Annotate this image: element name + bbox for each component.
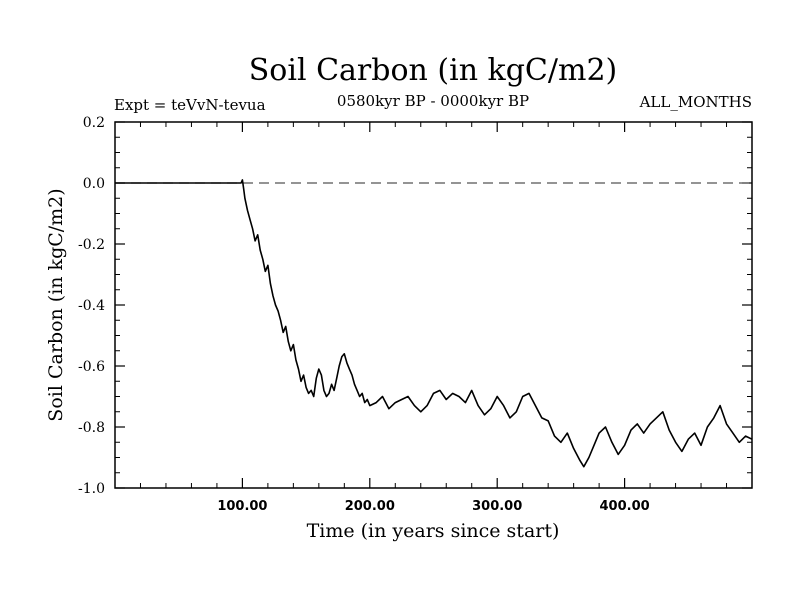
x-tick-label: 400.00: [600, 499, 650, 514]
experiment-label: Expt = teVvN-tevua: [114, 96, 266, 114]
y-tick-label: 0.2: [83, 115, 105, 131]
x-tick-label: 100.00: [217, 499, 267, 514]
y-tick-label: -0.4: [78, 298, 105, 314]
x-axis-label: Time (in years since start): [307, 520, 560, 542]
y-axis-label: Soil Carbon (in kgC/m2): [45, 188, 67, 421]
chart-title: Soil Carbon (in kgC/m2): [249, 53, 617, 88]
x-tick-label: 200.00: [345, 499, 395, 514]
y-tick-label: -0.8: [78, 420, 105, 436]
time-range-label: 0580kyr BP - 0000kyr BP: [337, 92, 529, 110]
y-tick-label: -1.0: [78, 481, 105, 497]
months-label: ALL_MONTHS: [639, 93, 752, 111]
plot-frame: [114, 121, 753, 489]
x-tick-label: 300.00: [472, 499, 522, 514]
y-tick-label: 0.0: [83, 176, 105, 192]
series-line: [115, 179, 753, 468]
y-tick-label: -0.6: [78, 359, 105, 375]
tick-labels: 0.2 0.0 -0.2 -0.4 -0.6 -0.8 -1.0 100.00 200.00 30…: [78, 115, 650, 514]
y-tick-label: -0.2: [78, 237, 105, 253]
axis-ticks: [115, 121, 752, 489]
